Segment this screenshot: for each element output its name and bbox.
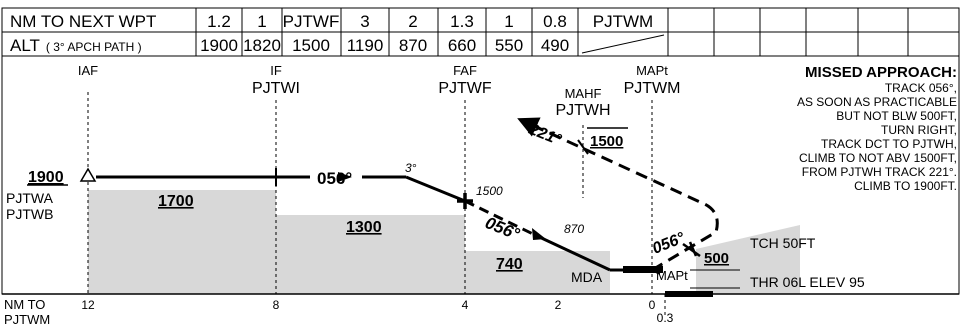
axis-tick: 0 [649, 298, 656, 312]
missed-approach-text: MISSED APPROACH: TRACK 056°, AS SOON AS … [797, 64, 957, 193]
faf-name: PJTWF [438, 80, 492, 97]
mda-bar [623, 266, 663, 273]
axis-tick: 12 [81, 298, 95, 312]
missed-track: 221° [526, 121, 565, 150]
mapt-bottom-label: MAPt [656, 268, 688, 283]
runway-bar [665, 291, 713, 297]
axis-label-2: PJTWM [4, 312, 50, 327]
faf-cross-icon [457, 193, 473, 209]
missed-line: AS SOON AS PRACTICABLE [797, 95, 957, 109]
faf-altitude: 1500 [476, 184, 503, 198]
row2-label: ALT( 3° APCH PATH ) [10, 36, 142, 55]
table-cell: 660 [448, 36, 476, 55]
iaf-triangle-icon [79, 167, 97, 182]
missed-approach-path [517, 117, 719, 272]
distance-altitude-table: NM TO NEXT WPT 1.2 1 PJTWF 3 2 1.3 1 0.8… [1, 7, 960, 57]
axis-label-1: NM TO [4, 297, 45, 312]
distance-axis: NM TO PJTWM 12 8 4 2 0 0.3 [4, 297, 674, 327]
table-cell: 490 [541, 36, 569, 55]
table-cell: 1 [257, 12, 266, 31]
table-cell: 1900 [200, 36, 238, 55]
missed-line: TRACK DCT TO PJTWH, [821, 137, 957, 151]
missed-climb-altitude: 500 [704, 250, 729, 267]
iaf-name-2: PJTWB [6, 206, 53, 222]
table-cell: 1500 [292, 36, 330, 55]
sector-alt-1300: 1300 [346, 219, 382, 236]
mda-label: MDA [571, 269, 603, 285]
table-cell: 0.8 [543, 12, 567, 31]
step-altitude: 870 [564, 222, 584, 236]
inbound-track: 056° [317, 169, 352, 188]
mahf-name: PJTWH [555, 102, 610, 119]
axis-tick: 2 [555, 298, 562, 312]
axis-tick: 4 [462, 298, 469, 312]
sector-alt-740: 740 [496, 256, 523, 273]
missed-line: TRACK 056°, [885, 81, 957, 95]
final-track: 056° [483, 213, 523, 244]
table-cell: 870 [399, 36, 427, 55]
mahf-altitude: 1500 [590, 133, 623, 150]
axis-tick: 8 [273, 298, 280, 312]
mapt-label: MAPt [636, 63, 668, 78]
table-cell: 1190 [347, 36, 384, 55]
iaf-altitude: 1900 [28, 169, 64, 186]
glide-angle: 3° [405, 161, 417, 175]
table-cell: 1820 [243, 36, 281, 55]
missed-line: CLIMB TO NOT ABV 1500FT, [799, 151, 957, 165]
terrain-sectors [88, 190, 800, 294]
table-cell: PJTWM [593, 12, 653, 31]
iaf-name-1: PJTWA [6, 190, 54, 206]
missed-approach-title: MISSED APPROACH: [805, 64, 957, 81]
threshold-label: THR 06L ELEV 95 [750, 274, 865, 290]
table-cell: PJTWF [283, 12, 340, 31]
row1-label: NM TO NEXT WPT [10, 12, 156, 31]
table-cell: 3 [360, 12, 369, 31]
table-cell: 1 [504, 12, 513, 31]
missed-climb-track: 056° [650, 229, 688, 257]
approach-path [96, 168, 652, 272]
missed-line: TURN RIGHT, [881, 123, 957, 137]
tch-label: TCH 50FT [750, 235, 816, 251]
faf-label: FAF [453, 63, 477, 78]
missed-line: BUT NOT BLW 500FT, [836, 109, 957, 123]
missed-line: CLIMB TO 1900FT. [854, 179, 957, 193]
sector-alt-1700: 1700 [158, 193, 194, 210]
mapt-name: PJTWM [624, 80, 681, 97]
table-cell: 1.2 [207, 12, 231, 31]
axis-tick: 0.3 [657, 311, 674, 325]
mahf-label: MAHF [565, 86, 602, 101]
if-label: IF [270, 63, 282, 78]
if-name: PJTWI [252, 80, 300, 97]
table-cell: 1.3 [450, 12, 474, 31]
iaf-label: IAF [78, 63, 98, 78]
table-cell: 550 [495, 36, 523, 55]
table-cell: 2 [408, 12, 417, 31]
missed-line: FROM PJTWH TRACK 221°. [802, 165, 957, 179]
